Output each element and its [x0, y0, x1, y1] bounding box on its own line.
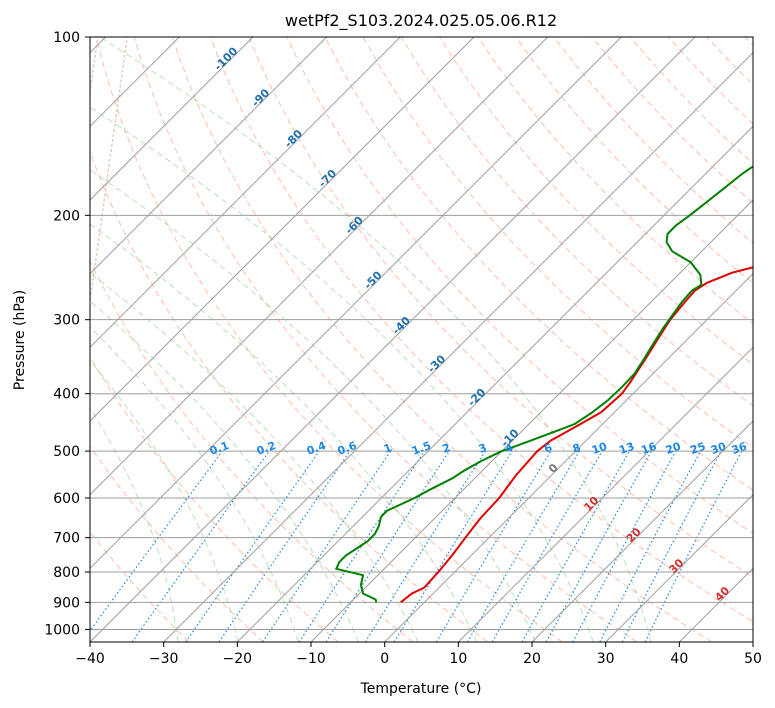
isotherm-grid-line: [90, 37, 328, 275]
isotherm-grid-line: [90, 37, 549, 496]
mixing-ratio-label: 1: [382, 441, 394, 456]
dry-adiabat: [171, 37, 712, 642]
mixing-ratio-line: [644, 450, 743, 642]
isotherm-grid-line: [90, 37, 622, 570]
dry-adiabat: [210, 37, 753, 623]
isotherm-grid-line: [236, 125, 753, 642]
moist-adiabat: [99, 37, 652, 642]
isotherm-grid-line: [310, 199, 753, 642]
mixing-ratio-line: [572, 450, 677, 642]
isotherm-grid-line: [384, 272, 753, 642]
mixing-ratio-line: [262, 450, 392, 642]
isotherm-grid-line: [90, 37, 401, 349]
y-tick-label: 800: [53, 565, 80, 581]
mixing-ratio-label: 8: [571, 441, 583, 456]
dry-adiabat: [286, 37, 753, 534]
y-axis-label: Pressure (hPa): [12, 290, 28, 390]
mixing-ratio-label: 0.2: [255, 439, 278, 458]
moist-adiabat: [90, 326, 299, 642]
mixing-ratio-line: [545, 450, 653, 642]
isotherm-grid-line: [90, 37, 475, 422]
x-tick-label: 50: [744, 651, 762, 667]
chart-title: wetPf2_S103.2024.025.05.06.R12: [285, 11, 557, 31]
mixing-ratio-label: 0.4: [305, 439, 328, 458]
mixing-ratio-line: [185, 450, 320, 642]
moist-adiabat: [90, 106, 594, 642]
mixing-ratio-label: 3: [477, 441, 489, 456]
mixing-ratio-label: 1.5: [410, 439, 433, 458]
mixing-ratio-line: [218, 450, 351, 642]
y-tick-label: 100: [53, 30, 80, 46]
mixing-ratio-line: [298, 450, 425, 642]
mixing-ratio-label: 13: [617, 440, 636, 457]
isotherm-grid-line: [90, 37, 254, 201]
y-tick-label: 1000: [44, 622, 80, 638]
x-tick-label: −20: [223, 651, 253, 667]
x-tick-label: 30: [597, 651, 615, 667]
x-tick-label: 10: [449, 651, 467, 667]
moist-adiabat: [90, 223, 478, 642]
moist-adiabat: [90, 169, 536, 642]
x-tick-label: 40: [670, 651, 688, 667]
plot-frame: [89, 36, 754, 643]
mixing-ratio-label: 36: [730, 440, 749, 458]
dry-adiabat: [90, 445, 264, 642]
dry-adiabat: [515, 37, 753, 284]
mixing-ratio-label: 6: [542, 441, 554, 456]
mixing-ratio-label: 10: [590, 440, 609, 458]
moist-adiabat: [90, 407, 179, 642]
dry-adiabat: [95, 37, 563, 642]
mixing-ratio-label: 4: [503, 441, 515, 456]
temperature-profile-line: [400, 266, 753, 604]
mixing-ratio-label: 0.1: [208, 439, 231, 458]
x-tick-label: −40: [75, 651, 105, 667]
mixing-ratio-label: 20: [664, 440, 683, 458]
dry-adiabat: [90, 356, 339, 642]
isotherm-grid-line: [163, 51, 753, 642]
isotherm-grid-line: [457, 346, 753, 642]
x-tick-label: −10: [296, 651, 326, 667]
x-tick-label: 20: [523, 651, 541, 667]
mixing-ratio-label: 2: [441, 441, 453, 456]
moist-adiabat: [90, 359, 239, 642]
dewpoint-profile-line: [334, 165, 753, 603]
x-tick-label: 0: [380, 651, 389, 667]
mixing-ratio-label: 0.6: [336, 439, 359, 458]
mixing-ratio-label: 30: [709, 440, 728, 458]
mixing-ratio-line: [393, 450, 513, 642]
dry-adiabat: [90, 259, 414, 642]
y-tick-label: 200: [53, 208, 80, 224]
mixing-ratio-line: [325, 450, 450, 642]
mixing-ratio-line: [521, 450, 631, 642]
x-axis-label: Temperature (°C): [360, 681, 482, 697]
isotherm-grid-line: [531, 420, 753, 642]
moist-adiabat: [90, 272, 419, 642]
y-tick-label: 900: [53, 595, 80, 611]
isotherm-grid-line: [90, 37, 696, 642]
mixing-ratio-line: [90, 450, 223, 632]
y-tick-label: 700: [53, 531, 80, 547]
y-tick-label: 400: [53, 387, 80, 403]
dry-adiabat: [324, 37, 753, 491]
mixing-ratio-label: 16: [639, 440, 658, 458]
mixing-ratio-label: 25: [688, 440, 707, 457]
y-tick-label: 300: [53, 313, 80, 329]
dry-adiabat: [248, 37, 753, 578]
y-tick-label: 500: [53, 444, 80, 460]
isotherm-grid-line: [605, 493, 753, 642]
mixing-ratio-line: [131, 450, 270, 642]
x-tick-label: −30: [149, 651, 179, 667]
y-tick-label: 600: [53, 491, 80, 507]
